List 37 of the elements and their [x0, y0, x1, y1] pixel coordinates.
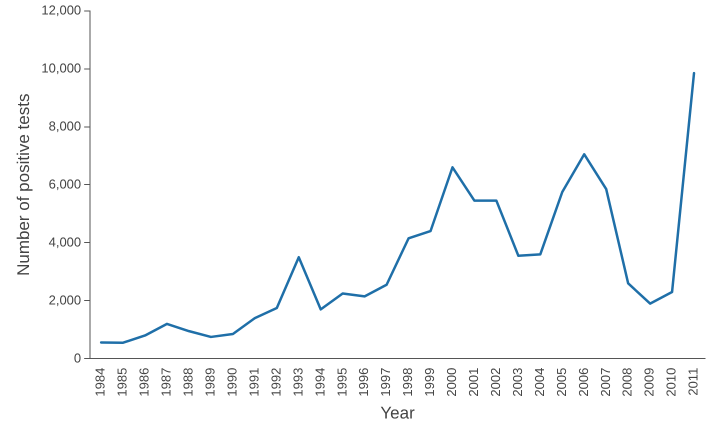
x-tick-label: 2001	[466, 368, 482, 397]
x-tick-label: 1984	[92, 368, 108, 397]
x-tick-label: 1994	[312, 368, 328, 397]
x-tick-label: 1992	[268, 368, 284, 397]
x-tick-label: 2011	[686, 368, 701, 396]
x-tick-label: 1988	[180, 368, 196, 397]
x-tick-label: 1999	[422, 368, 438, 397]
x-tick-label: 1993	[290, 368, 306, 397]
x-tick-label: 1998	[400, 368, 416, 397]
y-tick-label: 4,000	[48, 234, 82, 250]
x-tick-label: 2006	[576, 368, 591, 397]
x-tick-label: 2003	[510, 368, 525, 397]
y-tick-label: 8,000	[48, 118, 82, 134]
x-tick-label: 1991	[246, 368, 262, 397]
y-tick-label: 10,000	[41, 60, 82, 76]
x-tick-label: 1995	[334, 368, 350, 397]
x-tick-label: 2005	[554, 368, 569, 397]
x-tick-label: 2000	[444, 368, 460, 397]
x-tick-label: 2010	[664, 368, 679, 397]
x-tick-label: 2009	[642, 368, 657, 397]
x-axis-title: Year	[380, 403, 416, 422]
x-tick-label: 1985	[114, 368, 130, 397]
y-tick-label: 0	[74, 350, 82, 366]
x-tick-label: 1987	[158, 368, 174, 397]
x-tick-label: 1986	[136, 368, 152, 397]
x-tick-label: 2007	[598, 368, 613, 397]
y-tick-label: 6,000	[48, 176, 82, 192]
y-tick-label: 12,000	[41, 2, 82, 18]
x-tick-label: 2002	[488, 368, 503, 397]
x-tick-label: 1996	[356, 368, 372, 397]
x-tick-label: 2004	[532, 368, 547, 397]
y-tick-label: 2,000	[48, 292, 82, 308]
x-tick-label: 1990	[224, 368, 240, 397]
x-tick-label: 1997	[378, 368, 394, 397]
x-tick-label: 2008	[620, 368, 635, 397]
y-axis-title: Number of positive tests	[14, 94, 33, 276]
x-tick-label: 1989	[202, 368, 218, 397]
